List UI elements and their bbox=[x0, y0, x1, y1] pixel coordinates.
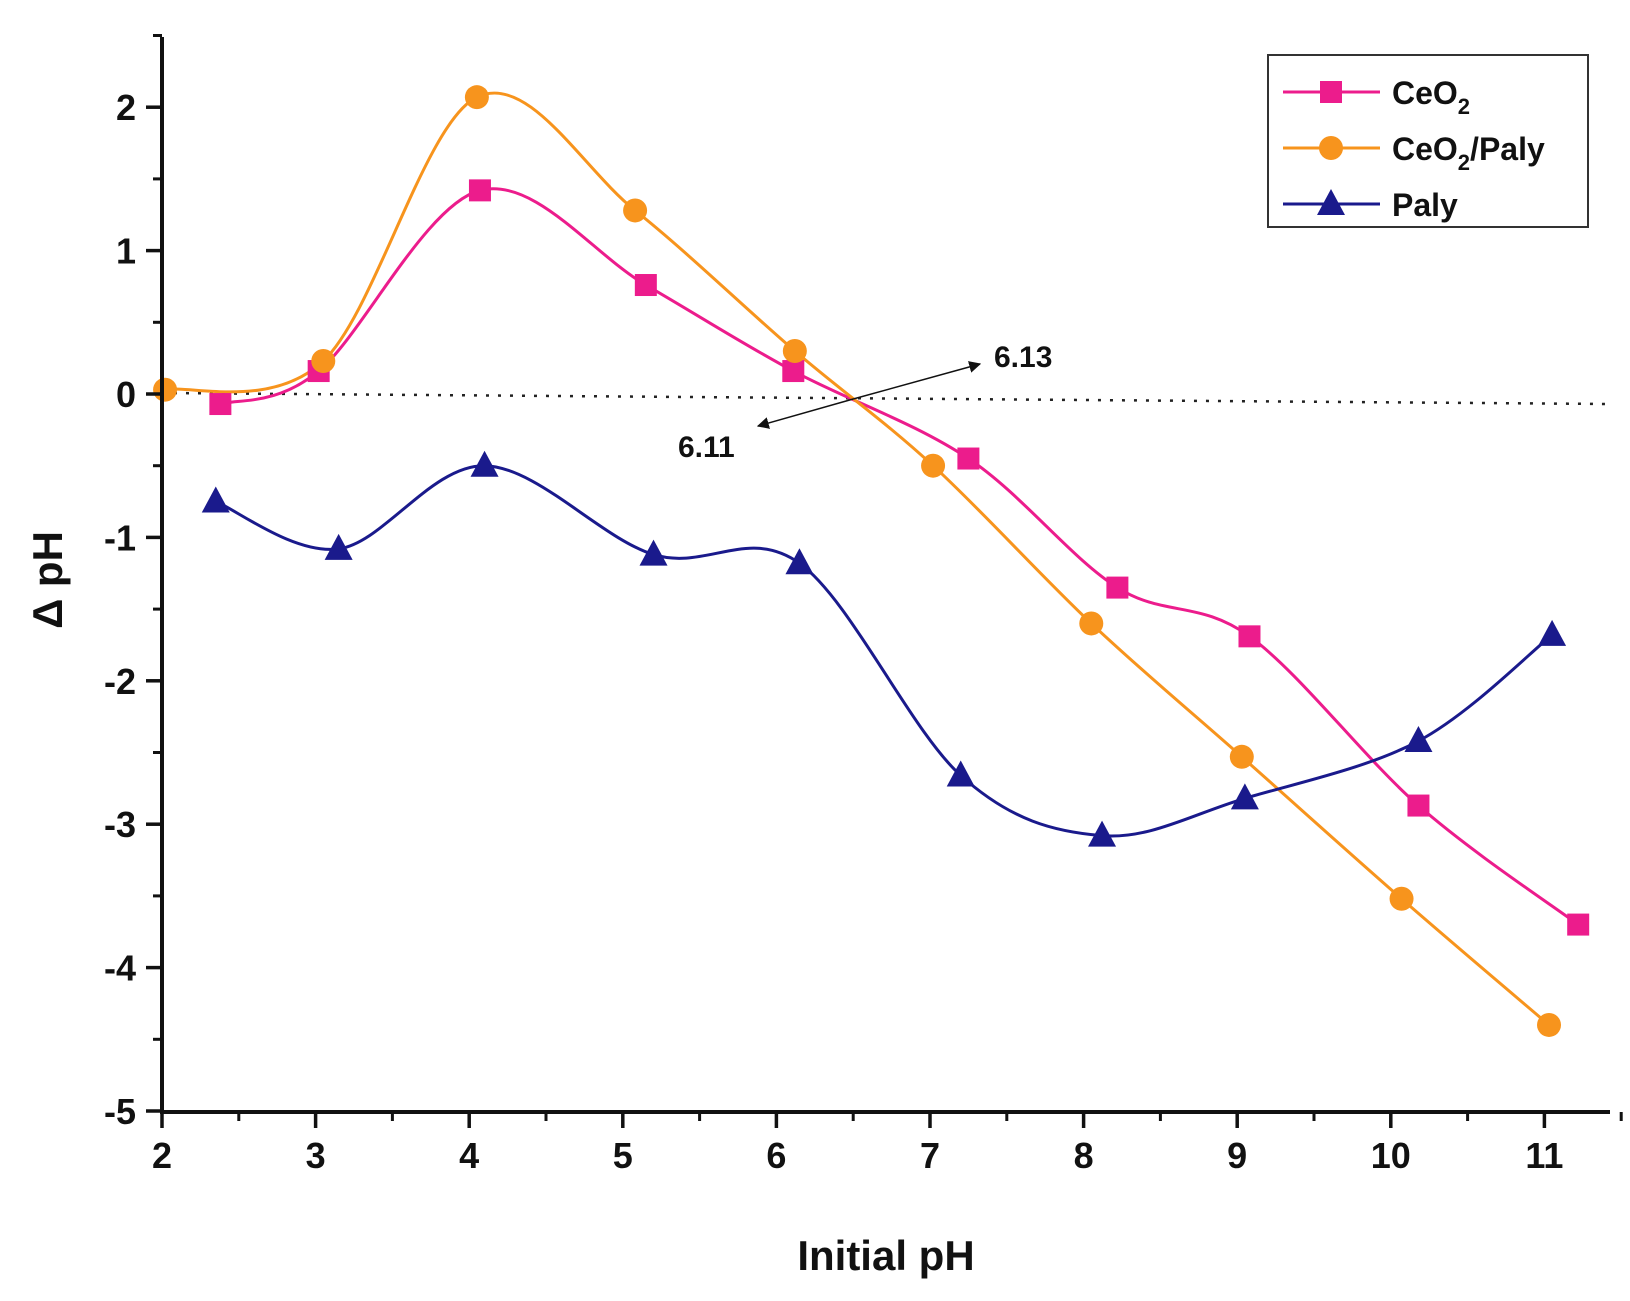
data-point-triangle bbox=[1230, 783, 1259, 810]
legend: CeO2 CeO2/Paly Paly bbox=[1267, 54, 1589, 228]
reference-layer bbox=[161, 391, 1611, 406]
data-point-triangle bbox=[639, 539, 668, 566]
annotation-arrow-6-13 bbox=[853, 361, 982, 400]
data-point-triangle bbox=[946, 760, 975, 787]
x-tick-label: 8 bbox=[1074, 1135, 1094, 1176]
data-point-circle bbox=[782, 338, 807, 363]
data-point-circle bbox=[1229, 744, 1254, 769]
legend-marker-circle bbox=[1319, 136, 1343, 160]
zero-reference-line bbox=[161, 391, 1611, 406]
annotation-label-6-13: 6.13 bbox=[994, 341, 1052, 374]
data-point-circle bbox=[1389, 886, 1414, 911]
y-tick-label: 0 bbox=[116, 374, 136, 415]
x-tick-label: 4 bbox=[459, 1135, 479, 1176]
annotation-arrow-6-11 bbox=[756, 398, 854, 429]
data-point-circle bbox=[153, 377, 178, 402]
y-tick-label: -1 bbox=[104, 517, 136, 558]
y-tick-label: -5 bbox=[104, 1091, 136, 1132]
data-point-square bbox=[1567, 913, 1590, 936]
y-tick-label: -3 bbox=[104, 804, 136, 845]
data-point-square bbox=[1106, 576, 1129, 599]
data-point-triangle bbox=[324, 533, 353, 560]
series-curve-ceo2-paly bbox=[164, 91, 1550, 1027]
data-point-circle bbox=[921, 453, 946, 478]
x-tick-label: 9 bbox=[1227, 1135, 1247, 1176]
data-point-circle bbox=[1079, 611, 1104, 636]
y-axis-title: Δ pH bbox=[24, 531, 71, 629]
axes: 2 3 4 5 6 7 8 9 10 11 -5 -4 -3 -2 -1 0 1 2 bbox=[104, 34, 1623, 1176]
data-point-triangle bbox=[1088, 820, 1117, 847]
data-point-square bbox=[209, 393, 232, 416]
x-tick-label: 11 bbox=[1525, 1135, 1563, 1176]
x-tick-label: 10 bbox=[1371, 1135, 1411, 1176]
legend-label: CeO2 bbox=[1392, 75, 1470, 119]
legend-marker-square bbox=[1320, 81, 1342, 103]
data-point-circle bbox=[623, 198, 648, 223]
legend-marker-triangle bbox=[1317, 189, 1345, 215]
data-point-square bbox=[468, 179, 491, 202]
x-tick-label: 7 bbox=[920, 1135, 940, 1176]
x-axis-title: Initial pH bbox=[797, 1232, 974, 1279]
x-tick-label: 3 bbox=[306, 1135, 326, 1176]
annotations: 6.13 6.11 bbox=[678, 341, 1052, 464]
annotation-label-6-11: 6.11 bbox=[678, 431, 735, 464]
data-point-square bbox=[634, 274, 657, 297]
data-point-triangle bbox=[470, 450, 499, 477]
x-tick-label: 2 bbox=[152, 1135, 172, 1176]
series-curve-paly bbox=[215, 464, 1554, 838]
data-point-circle bbox=[311, 349, 336, 374]
data-point-square bbox=[1407, 794, 1430, 817]
data-point-square bbox=[1238, 625, 1261, 648]
x-tick-label: 6 bbox=[766, 1135, 786, 1176]
y-tick-label: -2 bbox=[104, 661, 136, 702]
data-point-square bbox=[957, 447, 980, 470]
data-point-circle bbox=[464, 85, 489, 110]
legend-label: Paly bbox=[1392, 187, 1458, 223]
data-point-triangle bbox=[785, 548, 814, 575]
data-markers bbox=[153, 85, 1590, 1037]
legend-label: CeO2/Paly bbox=[1392, 131, 1545, 175]
data-point-triangle bbox=[1404, 726, 1433, 753]
data-point-square bbox=[782, 360, 805, 383]
data-point-circle bbox=[1537, 1012, 1562, 1037]
fit-curves bbox=[164, 91, 1580, 1027]
data-point-triangle bbox=[1538, 619, 1567, 646]
y-tick-label: -4 bbox=[104, 948, 136, 989]
series-curve-ceo2 bbox=[219, 187, 1580, 926]
y-tick-label: 1 bbox=[116, 231, 136, 272]
y-tick-label: 2 bbox=[116, 87, 136, 128]
x-tick-label: 5 bbox=[613, 1135, 633, 1176]
data-point-triangle bbox=[201, 486, 230, 513]
